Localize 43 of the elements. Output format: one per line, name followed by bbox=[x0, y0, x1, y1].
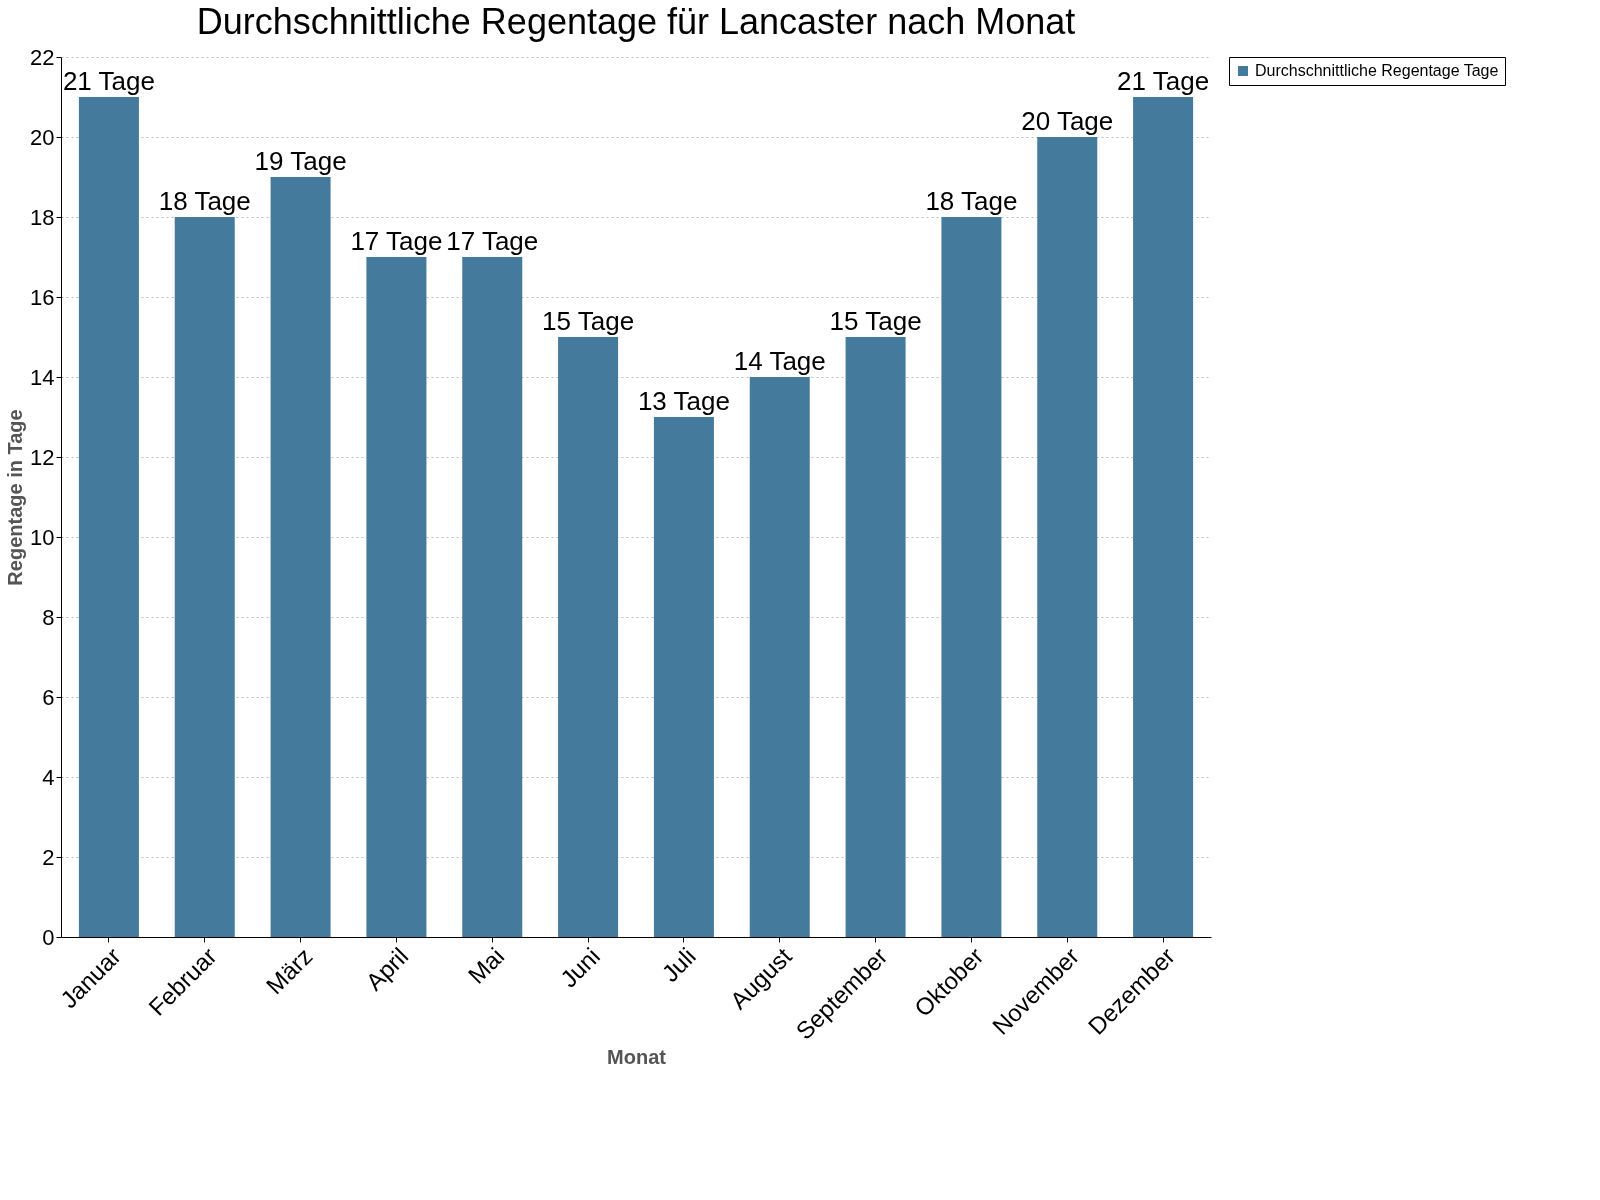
bar bbox=[1037, 137, 1098, 937]
x-axis-title: Monat bbox=[607, 1046, 667, 1069]
data-label: 21 Tage bbox=[62, 66, 155, 96]
data-label: 14 Tage bbox=[733, 346, 826, 376]
bar bbox=[78, 97, 139, 937]
data-label: 17 Tage bbox=[350, 226, 443, 256]
legend-label: Durchschnittliche Regentage Tage bbox=[1255, 62, 1499, 79]
data-label: 19 Tage bbox=[254, 146, 347, 176]
y-tick-label: 0 bbox=[42, 924, 55, 950]
bar bbox=[749, 377, 810, 937]
bar bbox=[462, 257, 523, 937]
bar bbox=[941, 217, 1002, 937]
y-tick-label: 22 bbox=[30, 44, 55, 70]
bar bbox=[653, 417, 714, 937]
data-label: 20 Tage bbox=[1021, 106, 1114, 136]
data-label: 15 Tage bbox=[829, 306, 922, 336]
data-label: 18 Tage bbox=[158, 186, 251, 216]
chart-title: Durchschnittliche Regentage für Lancaster nach Monat bbox=[196, 1, 1076, 42]
y-axis-title: Regentage in Tage bbox=[4, 409, 27, 586]
y-tick-label: 14 bbox=[30, 364, 55, 390]
y-tick-label: 10 bbox=[30, 524, 55, 550]
data-label: 13 Tage bbox=[637, 386, 730, 416]
data-label: 18 Tage bbox=[925, 186, 1018, 216]
bar bbox=[1133, 97, 1194, 937]
y-tick-label: 8 bbox=[42, 604, 55, 630]
x-tick-label: Juni bbox=[554, 942, 606, 993]
data-label: 21 Tage bbox=[1117, 66, 1210, 96]
y-tick-label: 20 bbox=[30, 124, 55, 150]
bar bbox=[845, 337, 906, 937]
bar bbox=[270, 177, 331, 937]
y-tick-label: 6 bbox=[42, 684, 55, 710]
y-tick-label: 12 bbox=[30, 444, 55, 470]
data-label: 15 Tage bbox=[542, 306, 635, 336]
x-tick-label: Juli bbox=[656, 942, 701, 987]
y-tick-label: 16 bbox=[30, 284, 55, 310]
bar bbox=[558, 337, 619, 937]
data-label: 17 Tage bbox=[446, 226, 539, 256]
y-tick-label: 18 bbox=[30, 204, 55, 230]
x-tick-label: Mai bbox=[462, 942, 510, 989]
bar bbox=[366, 257, 427, 937]
y-tick-label: 2 bbox=[42, 844, 55, 870]
y-tick-label: 4 bbox=[42, 764, 55, 790]
bar bbox=[174, 217, 235, 937]
